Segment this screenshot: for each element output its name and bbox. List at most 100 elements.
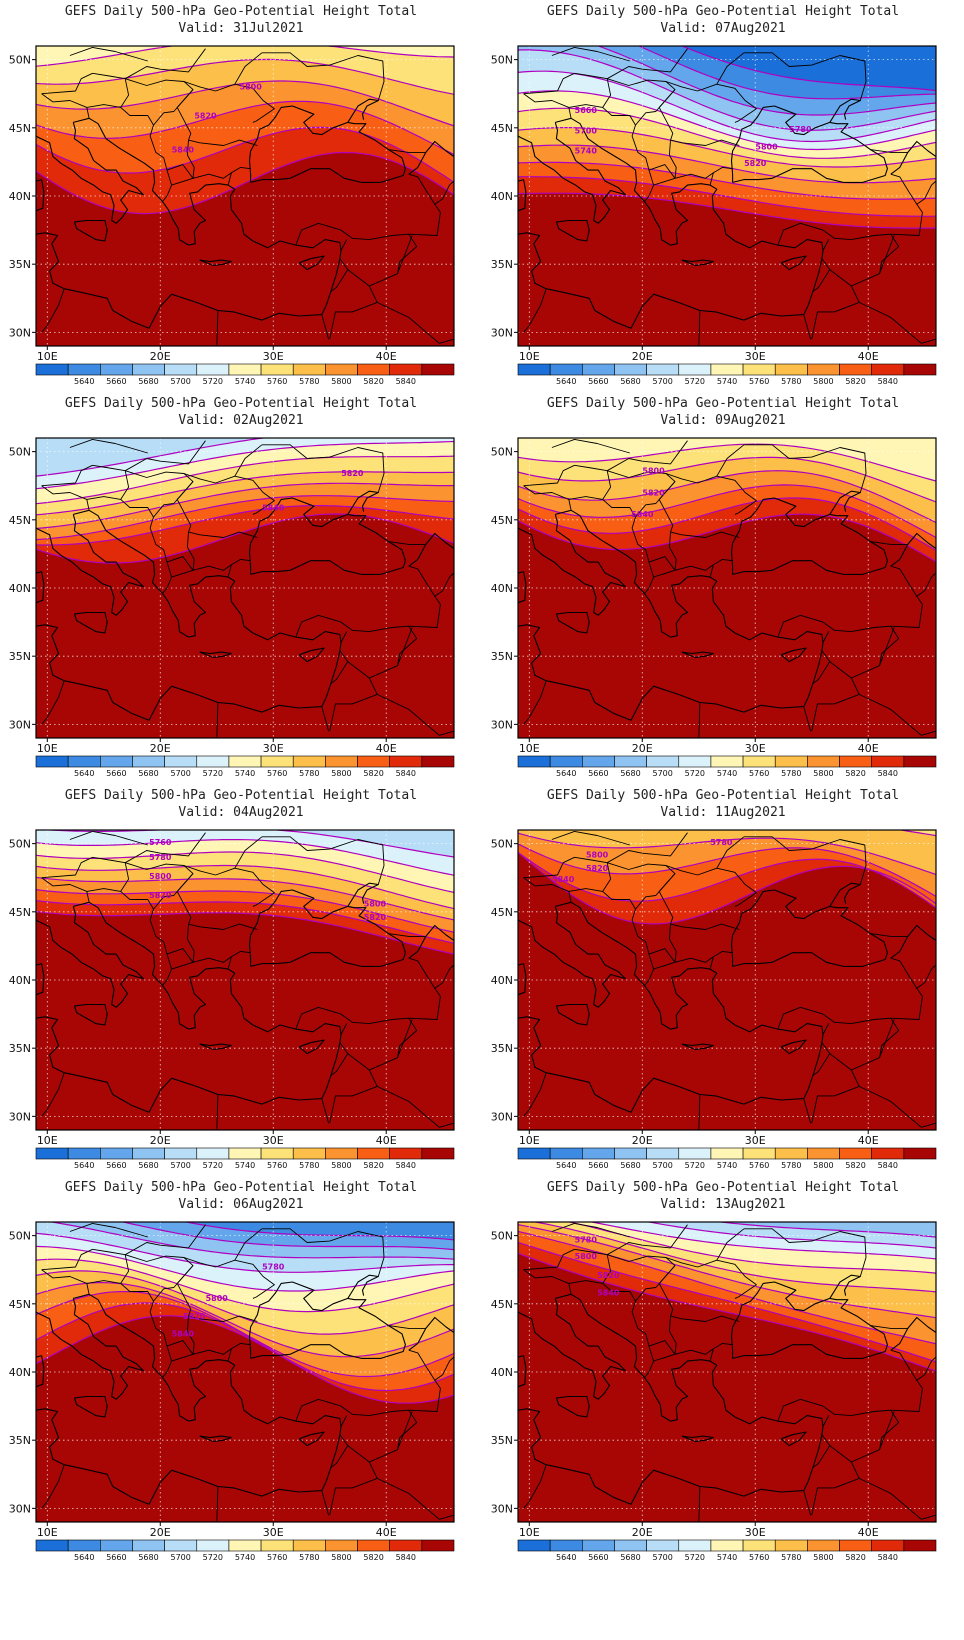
lat-label: 30N [491, 1110, 513, 1123]
contour-label: 5820 [194, 111, 217, 120]
colorbar-label: 5800 [331, 377, 351, 386]
contour-label: 5800 [206, 1294, 229, 1303]
height-map: 578058005820584050N45N40N35N30N10E 20E 30E… [482, 784, 964, 1176]
colorbar-label: 5680 [620, 1161, 640, 1170]
colorbar-label: 5840 [396, 769, 416, 778]
colorbar-swatch [647, 1148, 679, 1159]
colorbar-label: 5640 [556, 1553, 576, 1562]
lat-label: 45N [491, 514, 513, 527]
lat-label: 30N [491, 326, 513, 339]
colorbar-label: 5760 [749, 377, 769, 386]
colorbar-label: 5720 [203, 1161, 223, 1170]
height-map: 58005820584050N45N40N35N30N10E 20E 30E 40E5… [482, 392, 964, 784]
colorbar-swatch [807, 1148, 839, 1159]
colorbar-swatch [647, 1540, 679, 1551]
colorbar-swatch [325, 364, 357, 375]
colorbar-label: 5700 [171, 377, 191, 386]
contour-label: 5700 [575, 126, 598, 135]
colorbar-label: 5820 [845, 1161, 865, 1170]
colorbar-swatch [36, 1540, 68, 1551]
colorbar-swatch [100, 1148, 132, 1159]
colorbar-label: 5820 [363, 1553, 383, 1562]
lon-label: 30E [263, 1134, 284, 1147]
lon-label: 40E [858, 742, 879, 755]
lat-label: 35N [491, 1434, 513, 1447]
contour-label: 5800 [586, 850, 609, 859]
colorbar-swatch [614, 1540, 646, 1551]
colorbar-swatch [36, 756, 68, 767]
colorbar-swatch [614, 1148, 646, 1159]
colorbar-swatch [293, 756, 325, 767]
contour-label: 5780 [789, 125, 812, 134]
colorbar-label: 5720 [203, 1553, 223, 1562]
colorbar-swatch [775, 1148, 807, 1159]
colorbar-swatch [711, 756, 743, 767]
lon-label: 30E [745, 1526, 766, 1539]
colorbar-label: 5840 [396, 1553, 416, 1562]
colorbar-swatch [711, 1148, 743, 1159]
lat-label: 45N [491, 122, 513, 135]
colorbar-swatch [807, 756, 839, 767]
map-panel: GEFS Daily 500-hPa Geo-Potential Height … [482, 1176, 964, 1586]
colorbar-swatch [872, 1148, 904, 1159]
contour-label: 5820 [364, 913, 387, 922]
colorbar-label: 5660 [588, 1553, 608, 1562]
contour-label: 5780 [575, 1235, 598, 1244]
lat-label: 50N [9, 838, 31, 851]
colorbar-swatch [840, 1148, 872, 1159]
colorbar-swatch [775, 756, 807, 767]
lat-label: 35N [491, 650, 513, 663]
colorbar-swatch [518, 364, 550, 375]
colorbar-label: 5800 [331, 1553, 351, 1562]
lat-label: 45N [9, 122, 31, 135]
colorbar-label: 5680 [138, 769, 158, 778]
height-map: 5820584050N45N40N35N30N10E 20E 30E 40E5640 5… [0, 392, 482, 784]
colorbar-swatch [229, 1148, 261, 1159]
colorbar-label: 5660 [588, 1161, 608, 1170]
contour-label: 5800 [575, 1252, 598, 1261]
colorbar-swatch [550, 1540, 582, 1551]
lon-label: 20E [632, 1526, 653, 1539]
lat-label: 40N [9, 582, 31, 595]
colorbar-label: 5680 [138, 1161, 158, 1170]
colorbar-label: 5660 [588, 769, 608, 778]
colorbar-label: 5740 [235, 1161, 255, 1170]
contour-label: 5820 [341, 469, 364, 478]
lon-label: 10E [519, 1526, 540, 1539]
colorbar-label: 5700 [653, 1161, 673, 1170]
contour-label: 5780 [710, 838, 733, 847]
colorbar-swatch [165, 756, 197, 767]
colorbar-label: 5700 [653, 377, 673, 386]
contour-label: 5820 [183, 1312, 206, 1321]
map-grid: GEFS Daily 500-hPa Geo-Potential Height … [0, 0, 964, 1640]
colorbar-label: 5840 [878, 1553, 898, 1562]
contour-label: 5800 [240, 83, 263, 92]
lon-label: 10E [519, 742, 540, 755]
colorbar-swatch [711, 1540, 743, 1551]
contour-label: 5740 [575, 147, 598, 156]
colorbar-swatch [229, 364, 261, 375]
colorbar-swatch [132, 364, 164, 375]
contour-label: 5840 [552, 875, 575, 884]
colorbar-label: 5780 [781, 377, 801, 386]
colorbar-label: 5720 [685, 1161, 705, 1170]
lat-label: 50N [9, 54, 31, 67]
colorbar-swatch [261, 756, 293, 767]
contour-label: 5660 [575, 106, 598, 115]
colorbar-label: 5660 [106, 1553, 126, 1562]
colorbar-label: 5820 [363, 769, 383, 778]
colorbar-label: 5780 [781, 769, 801, 778]
colorbar-label: 5840 [878, 1161, 898, 1170]
colorbar-label: 5740 [717, 1161, 737, 1170]
colorbar-label: 5680 [138, 377, 158, 386]
colorbar-label: 5800 [813, 1553, 833, 1562]
colorbar-label: 5780 [781, 1553, 801, 1562]
colorbar-label: 5640 [556, 1161, 576, 1170]
colorbar-label: 5660 [106, 1161, 126, 1170]
colorbar-label: 5640 [74, 769, 94, 778]
colorbar-label: 5780 [299, 769, 319, 778]
lon-label: 10E [37, 742, 58, 755]
colorbar-swatch [390, 1540, 422, 1551]
colorbar-label: 5820 [845, 1553, 865, 1562]
colorbar-swatch [775, 1540, 807, 1551]
